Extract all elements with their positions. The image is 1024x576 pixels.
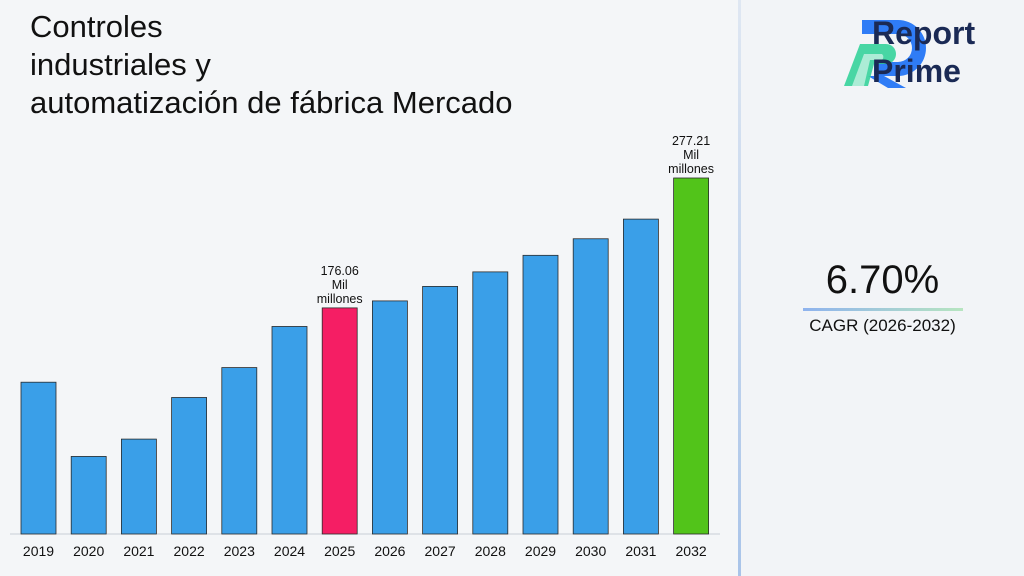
chart-title-line-1: Controles: [30, 9, 163, 44]
x-tick-label-2019: 2019: [23, 543, 54, 559]
data-label-2025: 176.06 Mil millones: [317, 264, 363, 306]
x-tick-label-2024: 2024: [274, 543, 305, 559]
bar-2023: [221, 367, 258, 535]
x-tick-label-2020: 2020: [73, 543, 104, 559]
bar-2032: [673, 177, 709, 535]
x-tick-label-2021: 2021: [123, 543, 154, 559]
bar-2022: [171, 397, 208, 535]
panel-divider: [738, 0, 741, 576]
chart-title: Controles industriales y automatización …: [30, 8, 670, 122]
cagr-underline: [803, 308, 963, 311]
data-label-line: Mil: [683, 148, 699, 162]
x-tick-label-2028: 2028: [475, 543, 506, 559]
bar-2021: [121, 438, 157, 535]
data-label-line: Mil: [332, 278, 348, 292]
data-label-line: millones: [317, 292, 363, 306]
report-prime-logo-icon: [844, 20, 926, 88]
bar-2025: [321, 307, 358, 535]
bar-2026: [371, 300, 408, 535]
bar-2031: [623, 218, 659, 535]
x-tick-label-2030: 2030: [575, 543, 606, 559]
bar-2027: [422, 286, 459, 535]
data-label-line: 176.06: [321, 264, 359, 278]
data-label-2032: 277.21 Mil millones: [668, 134, 714, 176]
side-panel: [741, 0, 1024, 576]
data-label-line: 277.21: [672, 134, 710, 148]
chart-title-line-3: automatización de fábrica Mercado: [30, 85, 513, 120]
x-tick-label-2022: 2022: [174, 543, 205, 559]
brand-line-1: Report: [872, 15, 976, 51]
cagr-value: 6.70%: [825, 258, 940, 302]
bar-2019: [20, 381, 57, 535]
data-label-line: millones: [668, 162, 714, 176]
chart-title-line-2: industriales y: [30, 47, 211, 82]
x-tick-label-2031: 2031: [625, 543, 656, 559]
bar-2030: [572, 238, 609, 535]
bar-2028: [472, 271, 509, 535]
brand-wordmark: Report Prime: [872, 14, 975, 90]
bar-chart: 2019 2020 2021 2022 2023 2024 2025 2026 2027 2028…: [10, 134, 720, 559]
x-tick-label-2027: 2027: [425, 543, 456, 559]
brand-line-2: Prime: [872, 53, 961, 89]
bar-2029: [522, 254, 559, 535]
x-tick-label-2026: 2026: [374, 543, 405, 559]
x-tick-label-2025: 2025: [324, 543, 355, 559]
x-tick-label-2029: 2029: [525, 543, 556, 559]
x-tick-label-2032: 2032: [676, 543, 707, 559]
cagr-label: CAGR (2026-2032): [809, 316, 956, 335]
bar-2024: [271, 326, 308, 535]
bar-2020: [70, 456, 107, 535]
x-tick-label-2023: 2023: [224, 543, 255, 559]
